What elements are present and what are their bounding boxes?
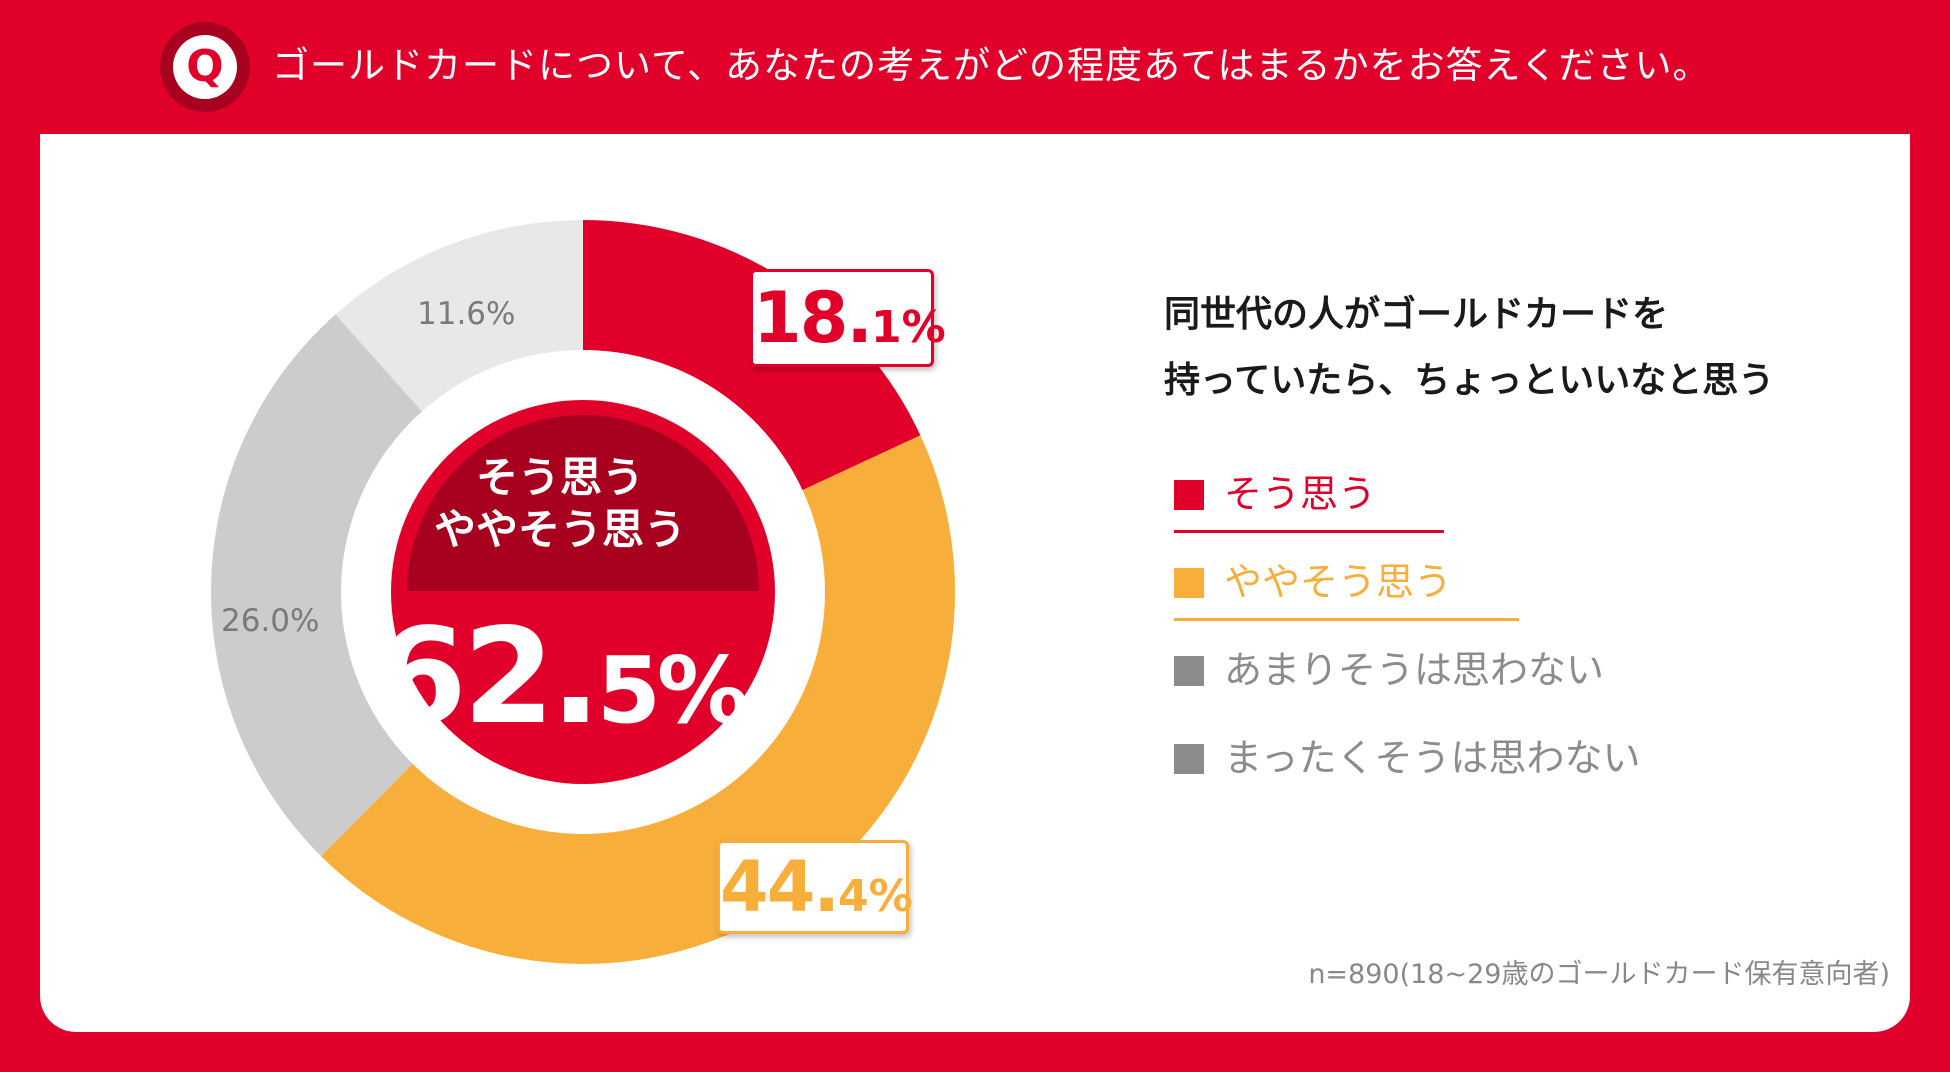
legend-underline: [1174, 618, 1519, 621]
question-icon: Q: [160, 22, 250, 112]
slice-label-yaya-soo-omou: 44.4%: [717, 840, 913, 934]
donut-chart: [211, 220, 955, 964]
legend-swatch: [1174, 656, 1204, 686]
legend-underline: [1174, 530, 1444, 533]
question-icon-letter: Q: [173, 35, 237, 99]
question-text: ゴールドカードについて、あなたの考えがどの程度あてはまるかをお答えください。: [272, 44, 1711, 87]
slice-yaya-soo-omou: [320, 435, 955, 964]
center-caption-line2: ややそう思う: [433, 505, 686, 554]
statement-line2: 持っていたら、ちょっといいなと思う: [1164, 360, 1775, 401]
center-caption-line1: そう思う: [475, 453, 644, 502]
sample-note: n=890(18~29歳のゴールドカード保有意向者): [1308, 959, 1890, 990]
legend-swatch: [1174, 568, 1204, 598]
legend-label: そう思う: [1224, 472, 1377, 516]
slice-label-amari: 26.0%: [221, 603, 320, 639]
center-dome: [407, 415, 759, 591]
statement-text: 同世代の人がゴールドカードを 持っていたら、ちょっといいなと思う: [1164, 282, 1774, 414]
header-bar: Q ゴールドカードについて、あなたの考えがどの程度あてはまるかをお答えください。: [0, 0, 1950, 134]
legend-swatch: [1174, 480, 1204, 510]
legend-swatch: [1174, 744, 1204, 774]
slice-mattaku: [335, 220, 583, 412]
legend-label: ややそう思う: [1224, 560, 1453, 604]
legend-label: まったくそうは思わない: [1224, 736, 1641, 780]
center-total-value: 62.5%: [374, 600, 749, 754]
statement-line1: 同世代の人がゴールドカードを: [1164, 294, 1669, 335]
center-caption: そう思う ややそう思う: [402, 452, 718, 556]
slice-amari: [211, 314, 422, 857]
slice-label-soo-omou: 18.1%: [750, 269, 946, 367]
chart-panel: 18.1% 44.4% 26.0% 11.6% そう思う ややそう思う 62.5…: [40, 134, 1910, 1032]
legend-label: あまりそうは思わない: [1224, 648, 1605, 692]
slice-label-mattaku: 11.6%: [417, 296, 516, 332]
